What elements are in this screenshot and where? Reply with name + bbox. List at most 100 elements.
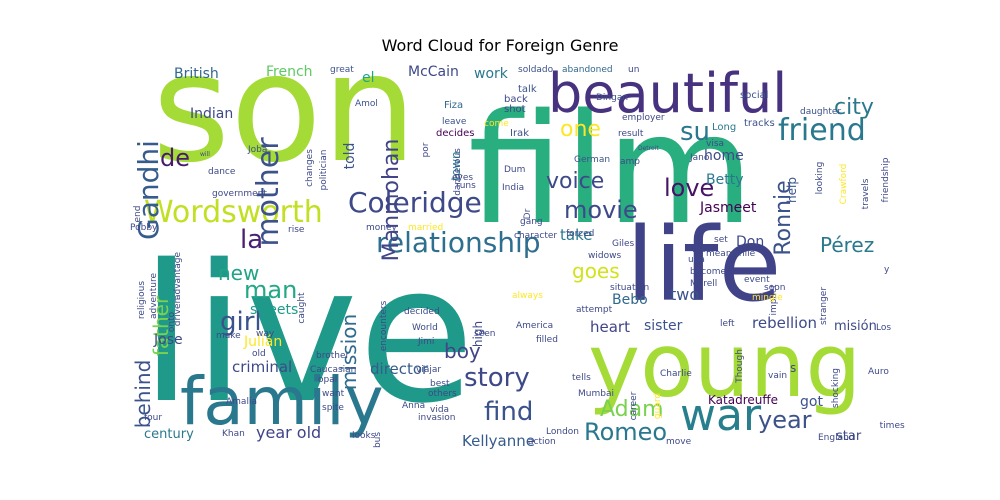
word-bebo: Bebo: [612, 292, 648, 308]
word-detroit: Detroit: [638, 145, 659, 152]
word-misi-n: misión: [834, 319, 877, 334]
word-morell: Morell: [690, 279, 717, 289]
word-streets: streets: [250, 302, 298, 318]
word-romeo: Romeo: [584, 418, 667, 446]
word-driven: driven: [173, 298, 183, 326]
word-heart: heart: [590, 318, 630, 336]
word-changes: changes: [305, 149, 315, 187]
word-decided: decided: [404, 307, 440, 317]
word-high: high: [471, 321, 485, 347]
word-british: British: [174, 66, 219, 82]
word-french: French: [266, 64, 313, 80]
word-relationship: relationship: [376, 226, 541, 259]
word-old: old: [252, 349, 266, 359]
word-home: home: [704, 148, 744, 164]
word-best: best: [430, 379, 450, 389]
word-back: back: [504, 94, 528, 105]
word-pobby: Pobby: [130, 223, 158, 233]
word-jano: Jano: [689, 153, 710, 163]
word-daughter: daughter: [800, 107, 841, 117]
word-tracks: tracks: [744, 118, 775, 129]
word-amol: Amol: [355, 99, 378, 109]
word-mumbai: Mumbai: [578, 389, 614, 399]
word-kellyanne: Kellyanne: [462, 432, 535, 450]
word-stranger: stranger: [819, 287, 829, 325]
word-juli-n: Julián: [243, 334, 282, 350]
word-goes: goes: [572, 259, 620, 283]
word-german: German: [574, 155, 610, 165]
word-one: one: [560, 117, 601, 142]
word-man: man: [244, 276, 297, 304]
word-fiza: Fiza: [444, 100, 463, 111]
word-left: left: [720, 319, 735, 329]
word-result: result: [618, 129, 644, 139]
word-work: work: [474, 66, 509, 82]
word-spite: spite: [322, 403, 344, 413]
word-mission: mission: [337, 314, 361, 390]
word-ronnie: Ronnie: [771, 180, 796, 255]
word-film: film: [468, 81, 754, 258]
word-la: la: [240, 225, 263, 255]
word-event: event: [744, 275, 770, 285]
word-son: son: [152, 22, 417, 196]
word-city: city: [834, 95, 874, 120]
word-way: way: [256, 329, 275, 339]
word-take: take: [560, 226, 592, 244]
word-talk: talk: [518, 84, 537, 95]
word-caught: caught: [297, 292, 307, 324]
word-amalia: Amalia: [226, 397, 257, 407]
word-onto: onto: [167, 311, 177, 332]
word-anna: Anna: [402, 401, 425, 411]
word-england: England: [818, 433, 855, 443]
word-politician: politician: [319, 150, 329, 191]
word-religious: religious: [137, 281, 147, 319]
word-government: government: [212, 189, 267, 199]
word-move: move: [666, 437, 692, 447]
word-long: Long: [712, 122, 736, 133]
word-dum: Dum: [504, 165, 525, 175]
word-though: Though: [735, 349, 745, 384]
word-abandoned: abandoned: [562, 65, 613, 75]
word-action: action: [528, 437, 556, 447]
word-got: got: [800, 394, 823, 410]
word-family: family: [180, 363, 384, 440]
word-find: find: [484, 397, 533, 427]
word-town: town: [449, 151, 463, 180]
word-money: money: [366, 223, 398, 233]
word-gandhi: Gandhi: [132, 140, 165, 240]
word-soldado: soldado: [518, 65, 554, 75]
word-married: married: [408, 223, 443, 233]
word-soon: soon: [764, 283, 785, 293]
word-encounters: encounters: [379, 300, 389, 351]
word-p-rez: Pérez: [820, 233, 874, 257]
word-de: de: [160, 144, 190, 172]
word-vain: vain: [768, 371, 787, 381]
word-crawford: Crawford: [839, 164, 849, 205]
word-london: London: [546, 427, 579, 437]
word-girl: girl: [220, 307, 262, 337]
word-advantage: advantage: [173, 252, 183, 301]
word-war: war: [680, 390, 762, 441]
word-four: four: [144, 413, 162, 423]
word-new: new: [218, 261, 259, 285]
word-situation: situation: [610, 283, 649, 293]
word-bus: bus: [373, 432, 383, 448]
word-india: India: [502, 183, 524, 193]
word-adam: Adam: [600, 397, 664, 422]
word-movie: movie: [564, 196, 638, 224]
word-america: America: [516, 321, 553, 331]
word-visa: visa: [706, 139, 724, 149]
word-khan: Khan: [222, 429, 245, 439]
word-sister: sister: [644, 318, 683, 334]
word-two: two: [670, 285, 699, 304]
word-friendship: friendship: [881, 157, 891, 202]
word-attempt: attempt: [576, 305, 613, 315]
word-don: Don: [736, 234, 764, 250]
word-tells: tells: [572, 373, 591, 383]
word-career: career: [629, 391, 639, 420]
word-adventure: adventure: [149, 273, 159, 320]
word-coleridge: Coleridge: [348, 186, 482, 219]
word-great: great: [330, 65, 354, 75]
word-always: always: [512, 291, 543, 301]
